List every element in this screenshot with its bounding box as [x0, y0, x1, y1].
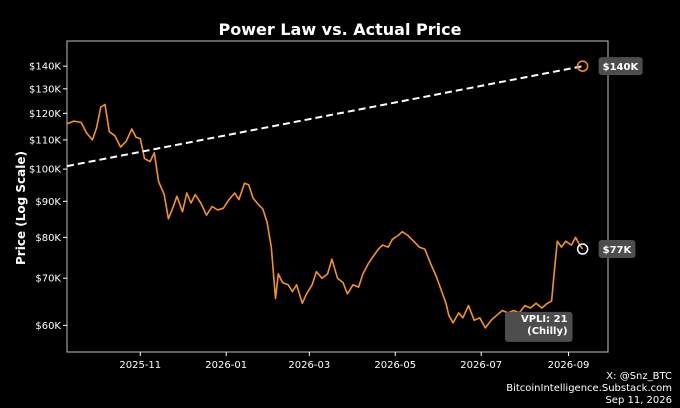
- power-law-line: [66, 65, 583, 168]
- y-tick-label: $100K: [29, 165, 61, 176]
- annotation-label-box: [598, 240, 636, 259]
- annotation-label-line: VPLI: 21: [521, 314, 568, 325]
- credit-date: Sep 11, 2026: [605, 395, 672, 406]
- y-tick-label: $130K: [29, 84, 61, 95]
- y-tick-label: $80K: [35, 233, 61, 244]
- series-layer: [66, 65, 584, 329]
- plot-frame: [66, 40, 609, 353]
- annotation-label: $77K: [603, 245, 633, 256]
- y-tick-label: $120K: [29, 109, 61, 120]
- x-axis: 2025-11 2026-01 2026-03 2026-05 2026-07 2026-…: [119, 352, 589, 371]
- x-tick-label: 2026-03: [288, 360, 330, 371]
- y-tick-label: $140K: [29, 62, 61, 73]
- y-axis: $60K $70K $80K $90K $100K $110K $120K $130K $140…: [29, 62, 67, 332]
- y-tick-label: $70K: [35, 274, 61, 285]
- annotation-label-line: (Chilly): [527, 326, 567, 337]
- annotations-layer: $140K $77K VPLI: 21 (Chilly): [504, 57, 643, 342]
- price-line: [66, 103, 584, 329]
- annotation-marker: [576, 243, 589, 255]
- x-tick-label: 2026-07: [460, 360, 502, 371]
- x-tick-label: 2026-09: [548, 360, 590, 371]
- annotation-label-box: [504, 311, 573, 342]
- chart-title: Power Law vs. Actual Price: [219, 20, 462, 39]
- y-axis-label: Price (Log Scale): [14, 151, 28, 265]
- annotation-label: VPLI: 21 (Chilly): [521, 314, 568, 337]
- x-tick-label: 2025-11: [119, 360, 161, 371]
- annotation-marker: [576, 60, 589, 72]
- x-tick-label: 2026-05: [374, 360, 416, 371]
- annotation-label-box: [598, 57, 643, 76]
- credit-site: BitcoinIntelligence.Substack.com: [506, 383, 672, 394]
- y-tick-label: $60K: [35, 321, 61, 332]
- y-tick-label: $110K: [29, 135, 61, 146]
- x-tick-label: 2026-01: [205, 360, 247, 371]
- annotation-label: $140K: [603, 62, 640, 73]
- y-tick-label: $90K: [35, 197, 61, 208]
- credit-handle: X: @Snz_BTC: [606, 371, 672, 382]
